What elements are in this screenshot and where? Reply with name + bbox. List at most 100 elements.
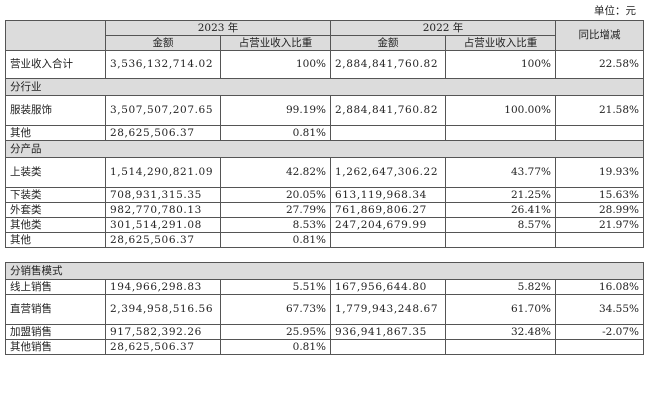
share-2022: 100.00% (445, 95, 556, 126)
section-row-channel: 分销售模式 (5, 262, 644, 280)
yoy-change: 16.08% (555, 279, 644, 295)
yoy-change: 21.97% (555, 217, 644, 233)
amount-2023: 28,625,506.37 (105, 125, 221, 141)
share-2022: 43.77% (445, 157, 556, 188)
share-2022: 26.41% (445, 202, 556, 218)
yoy-change (555, 339, 644, 355)
yoy-change: 21.58% (555, 95, 644, 126)
row-label: 线上销售 (5, 279, 106, 295)
amount-2022: 2,884,841,760.82 (330, 95, 446, 126)
yoy-change: 15.63% (555, 187, 644, 203)
row-label: 其他销售 (5, 339, 106, 355)
amount-2022 (330, 339, 446, 355)
share-2023: 42.82% (220, 157, 331, 188)
table-row: 上装类 1,514,290,821.09 42.82% 1,262,647,306.2… (5, 157, 644, 188)
amount-2023: 2,394,958,516.56 (105, 294, 221, 325)
section-title: 分产品 (5, 140, 644, 158)
amount-2023: 28,625,506.37 (105, 339, 221, 355)
row-label: 其他类 (5, 217, 106, 233)
row-label: 服装服饰 (5, 95, 106, 126)
yoy-change: 22.58% (555, 50, 644, 79)
revenue-table: 2023 年 2022 年 同比增减 金额 占营业收入比重 金额 占营业收入比重… (5, 20, 644, 355)
table-row: 外套类 982,770,780.13 27.79% 761,869,806.27 26.… (5, 202, 644, 218)
table-row: 直营销售 2,394,958,516.56 67.73% 1,779,943,248.… (5, 294, 644, 325)
share-2022: 8.57% (445, 217, 556, 233)
amount-2023: 3,536,132,714.02 (105, 50, 221, 79)
spacer-cell (5, 247, 644, 263)
share-2023: 0.81% (220, 339, 331, 355)
yoy-change: -2.07% (555, 324, 644, 340)
table-row: 服装服饰 3,507,507,207.65 99.19% 2,884,841,760.… (5, 95, 644, 126)
header-amount-2023: 金额 (105, 35, 221, 51)
amount-2023: 28,625,506.37 (105, 232, 221, 248)
amount-2022 (330, 232, 446, 248)
amount-2022: 761,869,806.27 (330, 202, 446, 218)
yoy-change: 19.93% (555, 157, 644, 188)
share-2022: 61.70% (445, 294, 556, 325)
row-label: 直营销售 (5, 294, 106, 325)
section-row-product: 分产品 (5, 140, 644, 158)
amount-2023: 301,514,291.08 (105, 217, 221, 233)
row-label: 上装类 (5, 157, 106, 188)
section-title: 分销售模式 (5, 262, 644, 280)
yoy-change: 34.55% (555, 294, 644, 325)
table-row: 下装类 708,931,315.35 20.05% 613,119,968.34 21.… (5, 187, 644, 203)
share-2023: 99.19% (220, 95, 331, 126)
yoy-change (555, 125, 644, 141)
share-2022: 21.25% (445, 187, 556, 203)
share-2022 (445, 339, 556, 355)
share-2023: 8.53% (220, 217, 331, 233)
table-row: 营业收入合计 3,536,132,714.02 100% 2,884,841,760.… (5, 50, 644, 79)
amount-2022: 936,941,867.35 (330, 324, 446, 340)
share-2023: 25.95% (220, 324, 331, 340)
yoy-change: 28.99% (555, 202, 644, 218)
row-label: 外套类 (5, 202, 106, 218)
table-row: 其他 28,625,506.37 0.81% (5, 125, 644, 141)
table-row: 其他销售 28,625,506.37 0.81% (5, 339, 644, 355)
share-2023: 27.79% (220, 202, 331, 218)
share-2022: 100% (445, 50, 556, 79)
row-label: 其他 (5, 125, 106, 141)
amount-2022: 247,204,679.99 (330, 217, 446, 233)
share-2023: 0.81% (220, 125, 331, 141)
header-yoy: 同比增减 (555, 20, 644, 51)
table-row: 加盟销售 917,582,392.26 25.95% 936,941,867.35 32… (5, 324, 644, 340)
amount-2022: 167,956,644.80 (330, 279, 446, 295)
row-label: 其他 (5, 232, 106, 248)
header-share-2022: 占营业收入比重 (445, 35, 556, 51)
row-label: 下装类 (5, 187, 106, 203)
table-row: 其他类 301,514,291.08 8.53% 247,204,679.99 8.57… (5, 217, 644, 233)
unit-label: 单位：元 (594, 5, 636, 17)
share-2023: 100% (220, 50, 331, 79)
share-2023: 67.73% (220, 294, 331, 325)
amount-2022: 2,884,841,760.82 (330, 50, 446, 79)
header-blank (5, 20, 106, 51)
amount-2023: 708,931,315.35 (105, 187, 221, 203)
row-label: 加盟销售 (5, 324, 106, 340)
amount-2023: 982,770,780.13 (105, 202, 221, 218)
row-label: 营业收入合计 (5, 50, 106, 79)
share-2022: 5.82% (445, 279, 556, 295)
share-2023: 5.51% (220, 279, 331, 295)
header-2022: 2022 年 (330, 20, 556, 36)
amount-2022 (330, 125, 446, 141)
section-row-industry: 分行业 (5, 78, 644, 96)
header-share-2023: 占营业收入比重 (220, 35, 331, 51)
share-2023: 20.05% (220, 187, 331, 203)
table-row: 线上销售 194,966,298.83 5.51% 167,956,644.80 5.8… (5, 279, 644, 295)
yoy-change (555, 232, 644, 248)
amount-2022: 1,779,943,248.67 (330, 294, 446, 325)
table-row: 其他 28,625,506.37 0.81% (5, 232, 644, 248)
amount-2022: 1,262,647,306.22 (330, 157, 446, 188)
share-2022 (445, 125, 556, 141)
amount-2022: 613,119,968.34 (330, 187, 446, 203)
section-title: 分行业 (5, 78, 644, 96)
share-2023: 0.81% (220, 232, 331, 248)
amount-2023: 1,514,290,821.09 (105, 157, 221, 188)
spacer-row (5, 247, 644, 263)
amount-2023: 194,966,298.83 (105, 279, 221, 295)
share-2022: 32.48% (445, 324, 556, 340)
amount-2023: 917,582,392.26 (105, 324, 221, 340)
header-2023: 2023 年 (105, 20, 331, 36)
share-2022 (445, 232, 556, 248)
